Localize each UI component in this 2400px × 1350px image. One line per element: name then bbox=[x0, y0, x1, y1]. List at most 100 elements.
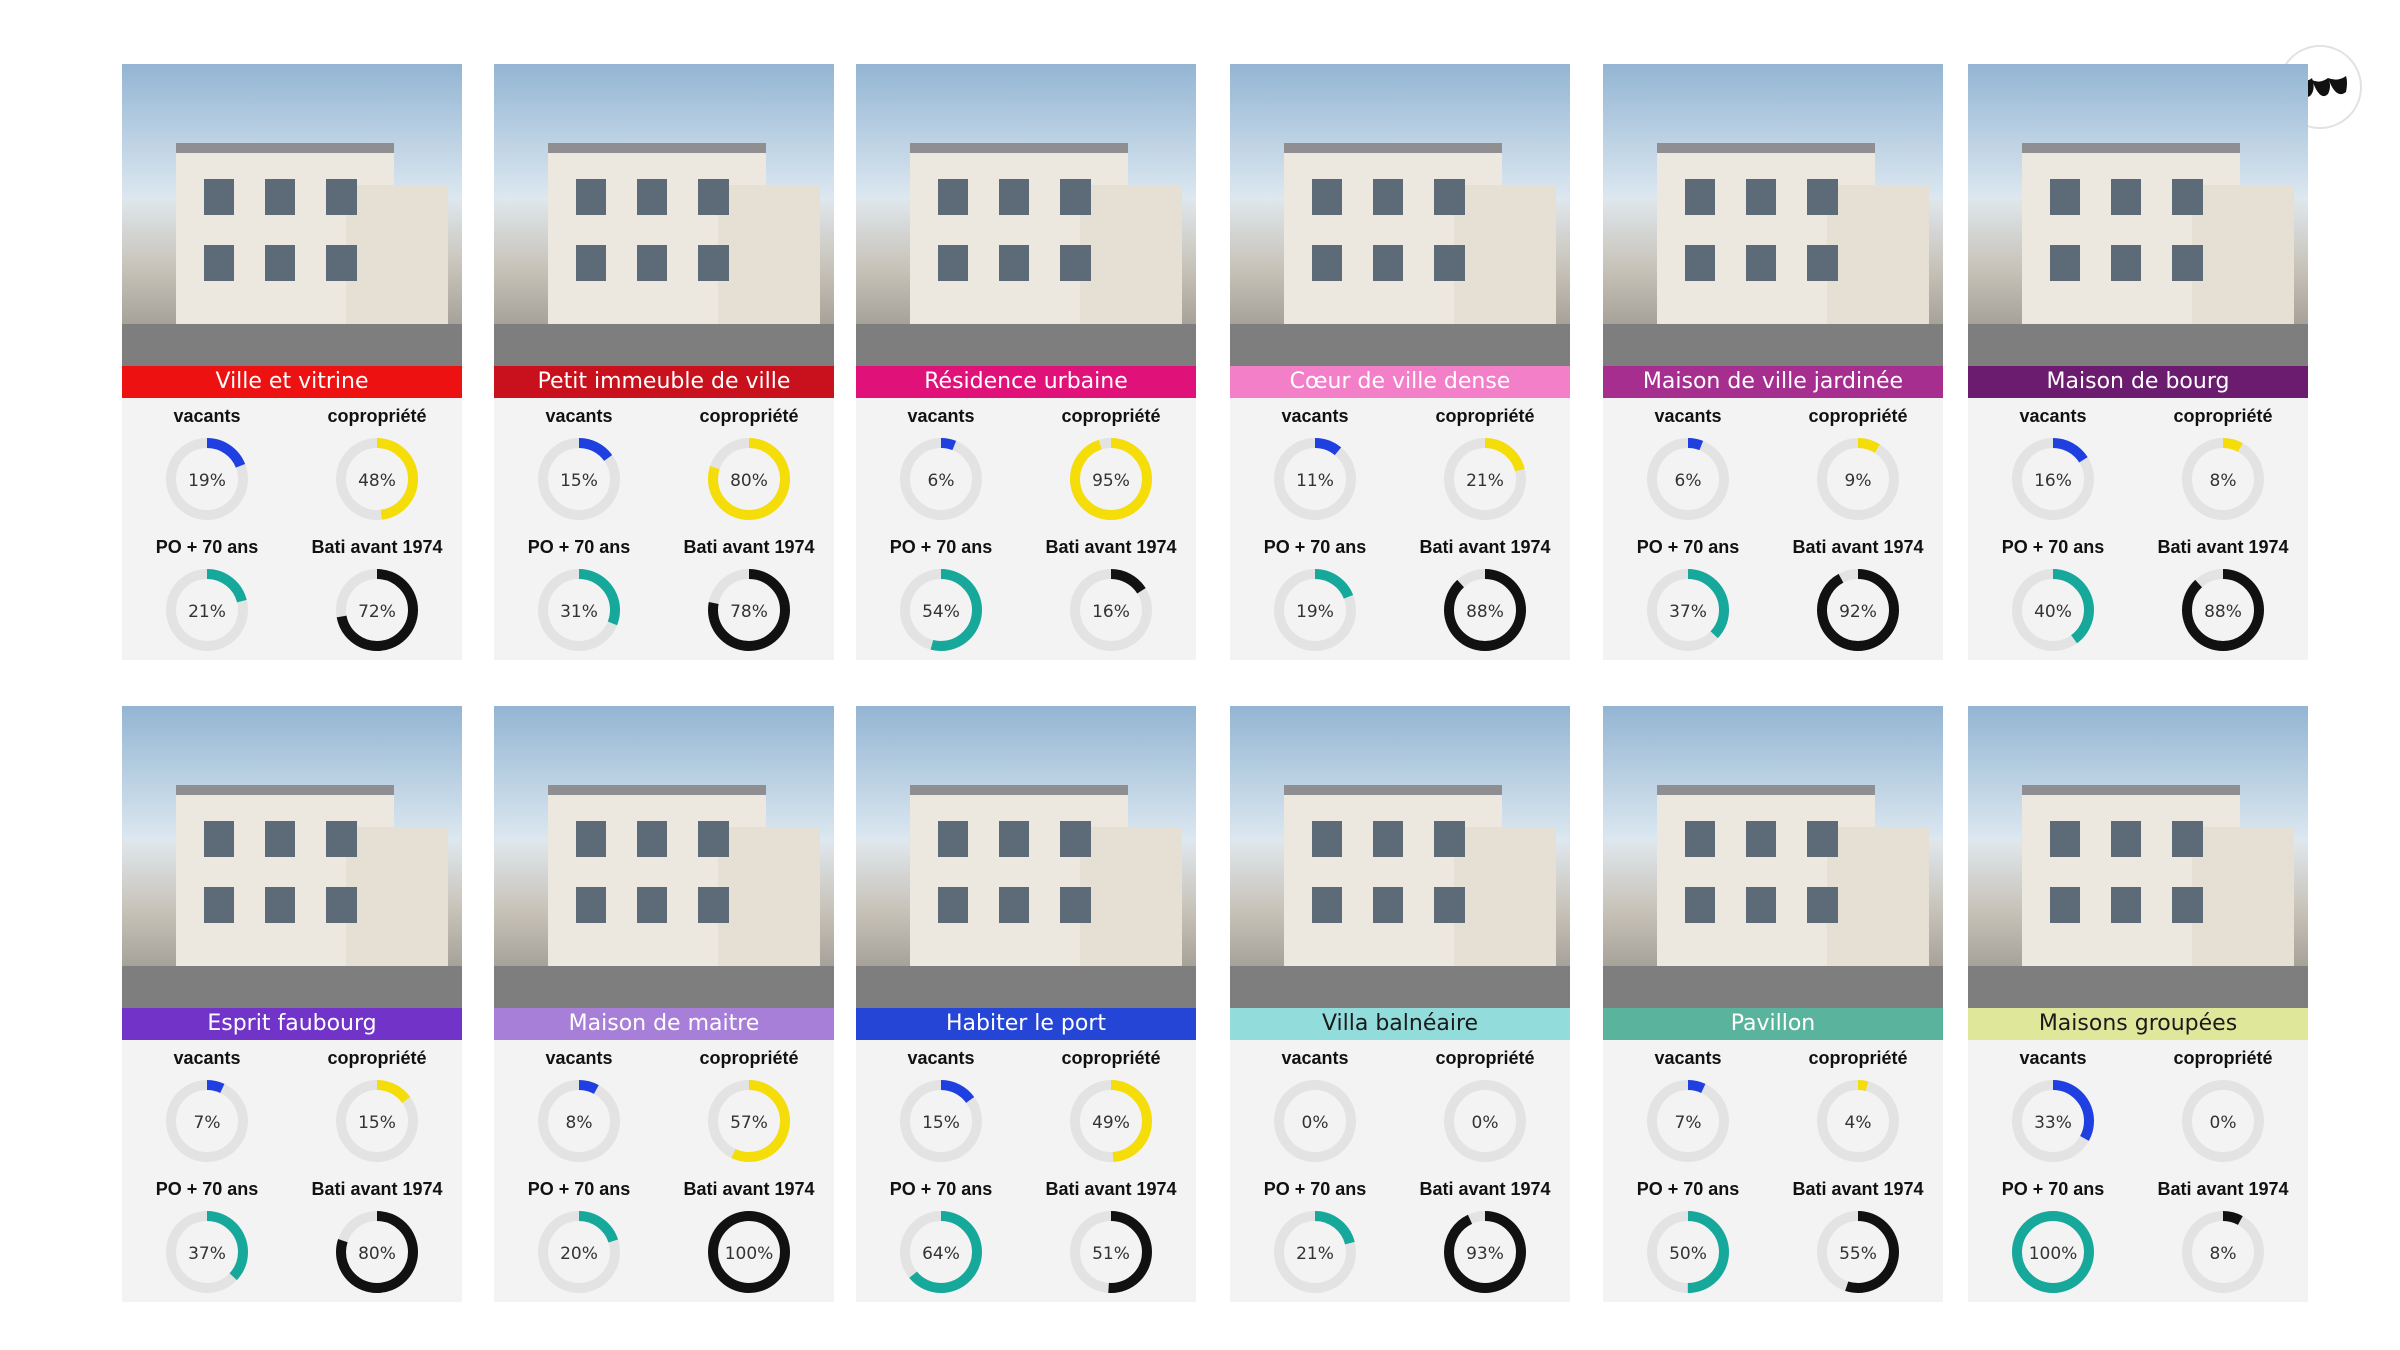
typology-label: Villa balnéaire bbox=[1230, 1008, 1570, 1040]
gauge-fill bbox=[336, 1211, 418, 1293]
gauge-fill bbox=[1647, 1080, 1729, 1162]
gauge-track bbox=[2182, 1080, 2264, 1162]
gauge-fill bbox=[1647, 1211, 1729, 1293]
stat-value: 37% bbox=[188, 1244, 226, 1264]
street-photo bbox=[1230, 706, 1570, 1008]
gauge-fill bbox=[1647, 438, 1729, 520]
stat-title: vacants bbox=[2019, 406, 2087, 426]
stat-bati: Bati avant 1974 55% bbox=[1773, 1171, 1943, 1302]
stat-value: 64% bbox=[922, 1244, 960, 1264]
gauge-fill bbox=[1444, 569, 1526, 651]
stat-po70: PO + 70 ans 21% bbox=[1230, 1171, 1400, 1302]
stat-vacants: vacants 0% bbox=[1230, 1040, 1400, 1171]
stat-title: Bati avant 1974 bbox=[311, 1179, 443, 1199]
stat-title: Bati avant 1974 bbox=[1419, 537, 1551, 557]
donut-gauge bbox=[1274, 1211, 1356, 1293]
gauge-fill bbox=[900, 1211, 982, 1293]
stat-bati: Bati avant 1974 92% bbox=[1773, 529, 1943, 660]
stat-copropriete: copropriété 4% bbox=[1773, 1040, 1943, 1171]
stat-po70: PO + 70 ans 20% bbox=[494, 1171, 664, 1302]
stat-value: 16% bbox=[2034, 471, 2072, 491]
stat-value: 92% bbox=[1839, 602, 1877, 622]
stats-panel: vacants 15% copropriété 49% PO + 70 ans 64% Ba… bbox=[856, 1040, 1196, 1302]
stat-po70: PO + 70 ans 40% bbox=[1968, 529, 2138, 660]
donut-gauge bbox=[1070, 1211, 1152, 1293]
donut-gauge bbox=[1647, 569, 1729, 651]
typology-label: Habiter le port bbox=[856, 1008, 1196, 1040]
stat-value: 19% bbox=[188, 471, 226, 491]
stat-title: PO + 70 ans bbox=[889, 537, 993, 557]
donut-gauge bbox=[538, 438, 620, 520]
street-photo bbox=[1968, 706, 2308, 1008]
stat-title: PO + 70 ans bbox=[155, 1179, 259, 1199]
stats-panel: vacants 19% copropriété 48% PO + 70 ans 21% Ba… bbox=[122, 398, 462, 660]
stat-bati: Bati avant 1974 8% bbox=[2138, 1171, 2308, 1302]
stat-value: 8% bbox=[2209, 471, 2237, 491]
gauge-fill bbox=[2012, 1211, 2094, 1293]
stat-value: 49% bbox=[1092, 1113, 1130, 1133]
stat-title: PO + 70 ans bbox=[889, 1179, 993, 1199]
stat-value: 6% bbox=[1674, 471, 1702, 491]
stat-vacants: vacants 8% bbox=[494, 1040, 664, 1171]
donut-gauge bbox=[708, 1080, 790, 1162]
gauge-fill bbox=[166, 438, 248, 520]
stat-value: 4% bbox=[1844, 1113, 1872, 1133]
donut-gauge bbox=[2012, 438, 2094, 520]
stat-bati: Bati avant 1974 100% bbox=[664, 1171, 834, 1302]
gauge-fill bbox=[708, 1211, 790, 1293]
typology-label: Ville et vitrine bbox=[122, 366, 462, 398]
stat-title: PO + 70 ans bbox=[1636, 537, 1740, 557]
stat-value: 11% bbox=[1296, 471, 1334, 491]
stat-po70: PO + 70 ans 37% bbox=[122, 1171, 292, 1302]
stat-bati: Bati avant 1974 88% bbox=[1400, 529, 1570, 660]
stat-title: vacants bbox=[173, 1048, 241, 1068]
donut-gauge bbox=[900, 569, 982, 651]
stat-bati: Bati avant 1974 80% bbox=[292, 1171, 462, 1302]
street-photo bbox=[856, 64, 1196, 366]
stat-vacants: vacants 15% bbox=[856, 1040, 1026, 1171]
stat-value: 55% bbox=[1839, 1244, 1877, 1264]
stat-po70: PO + 70 ans 37% bbox=[1603, 529, 1773, 660]
donut-gauge bbox=[1444, 1080, 1526, 1162]
donut-gauge bbox=[2182, 1211, 2264, 1293]
gauge-fill bbox=[708, 1080, 790, 1162]
typology-card: Esprit faubourg vacants 7% copropriété 15% PO… bbox=[122, 706, 462, 1302]
stat-title: vacants bbox=[173, 406, 241, 426]
stat-po70: PO + 70 ans 64% bbox=[856, 1171, 1026, 1302]
donut-gauge bbox=[538, 569, 620, 651]
stat-vacants: vacants 33% bbox=[1968, 1040, 2138, 1171]
donut-gauge bbox=[2012, 1080, 2094, 1162]
stat-title: copropriété bbox=[2173, 406, 2273, 426]
stat-title: PO + 70 ans bbox=[2001, 537, 2105, 557]
stat-value: 0% bbox=[1471, 1113, 1499, 1133]
stat-title: copropriété bbox=[1061, 1048, 1161, 1068]
gauge-fill bbox=[900, 569, 982, 651]
stat-copropriete: copropriété 80% bbox=[664, 398, 834, 529]
stat-value: 7% bbox=[1674, 1113, 1702, 1133]
typology-card: Résidence urbaine vacants 6% copropriété 95%… bbox=[856, 64, 1196, 660]
stat-value: 37% bbox=[1669, 602, 1707, 622]
stat-title: copropriété bbox=[2173, 1048, 2273, 1068]
stat-title: copropriété bbox=[1808, 406, 1908, 426]
stat-title: Bati avant 1974 bbox=[1045, 537, 1177, 557]
stat-value: 48% bbox=[358, 471, 396, 491]
gauge-fill bbox=[1444, 438, 1526, 520]
stat-title: copropriété bbox=[699, 406, 799, 426]
stats-panel: vacants 7% copropriété 15% PO + 70 ans 37% Bat… bbox=[122, 1040, 462, 1302]
stat-value: 31% bbox=[560, 602, 598, 622]
gauge-fill bbox=[336, 438, 418, 520]
donut-gauge bbox=[538, 1211, 620, 1293]
stat-value: 57% bbox=[730, 1113, 768, 1133]
stat-vacants: vacants 16% bbox=[1968, 398, 2138, 529]
donut-gauge bbox=[900, 1080, 982, 1162]
stat-title: copropriété bbox=[1808, 1048, 1908, 1068]
street-photo bbox=[1603, 706, 1943, 1008]
donut-gauge bbox=[708, 569, 790, 651]
donut-gauge bbox=[166, 438, 248, 520]
gauge-fill bbox=[2012, 1080, 2094, 1162]
donut-gauge bbox=[1070, 1080, 1152, 1162]
donut-gauge bbox=[1647, 1080, 1729, 1162]
typology-label: Maison de bourg bbox=[1968, 366, 2308, 398]
stat-po70: PO + 70 ans 54% bbox=[856, 529, 1026, 660]
gauge-fill bbox=[538, 569, 620, 651]
